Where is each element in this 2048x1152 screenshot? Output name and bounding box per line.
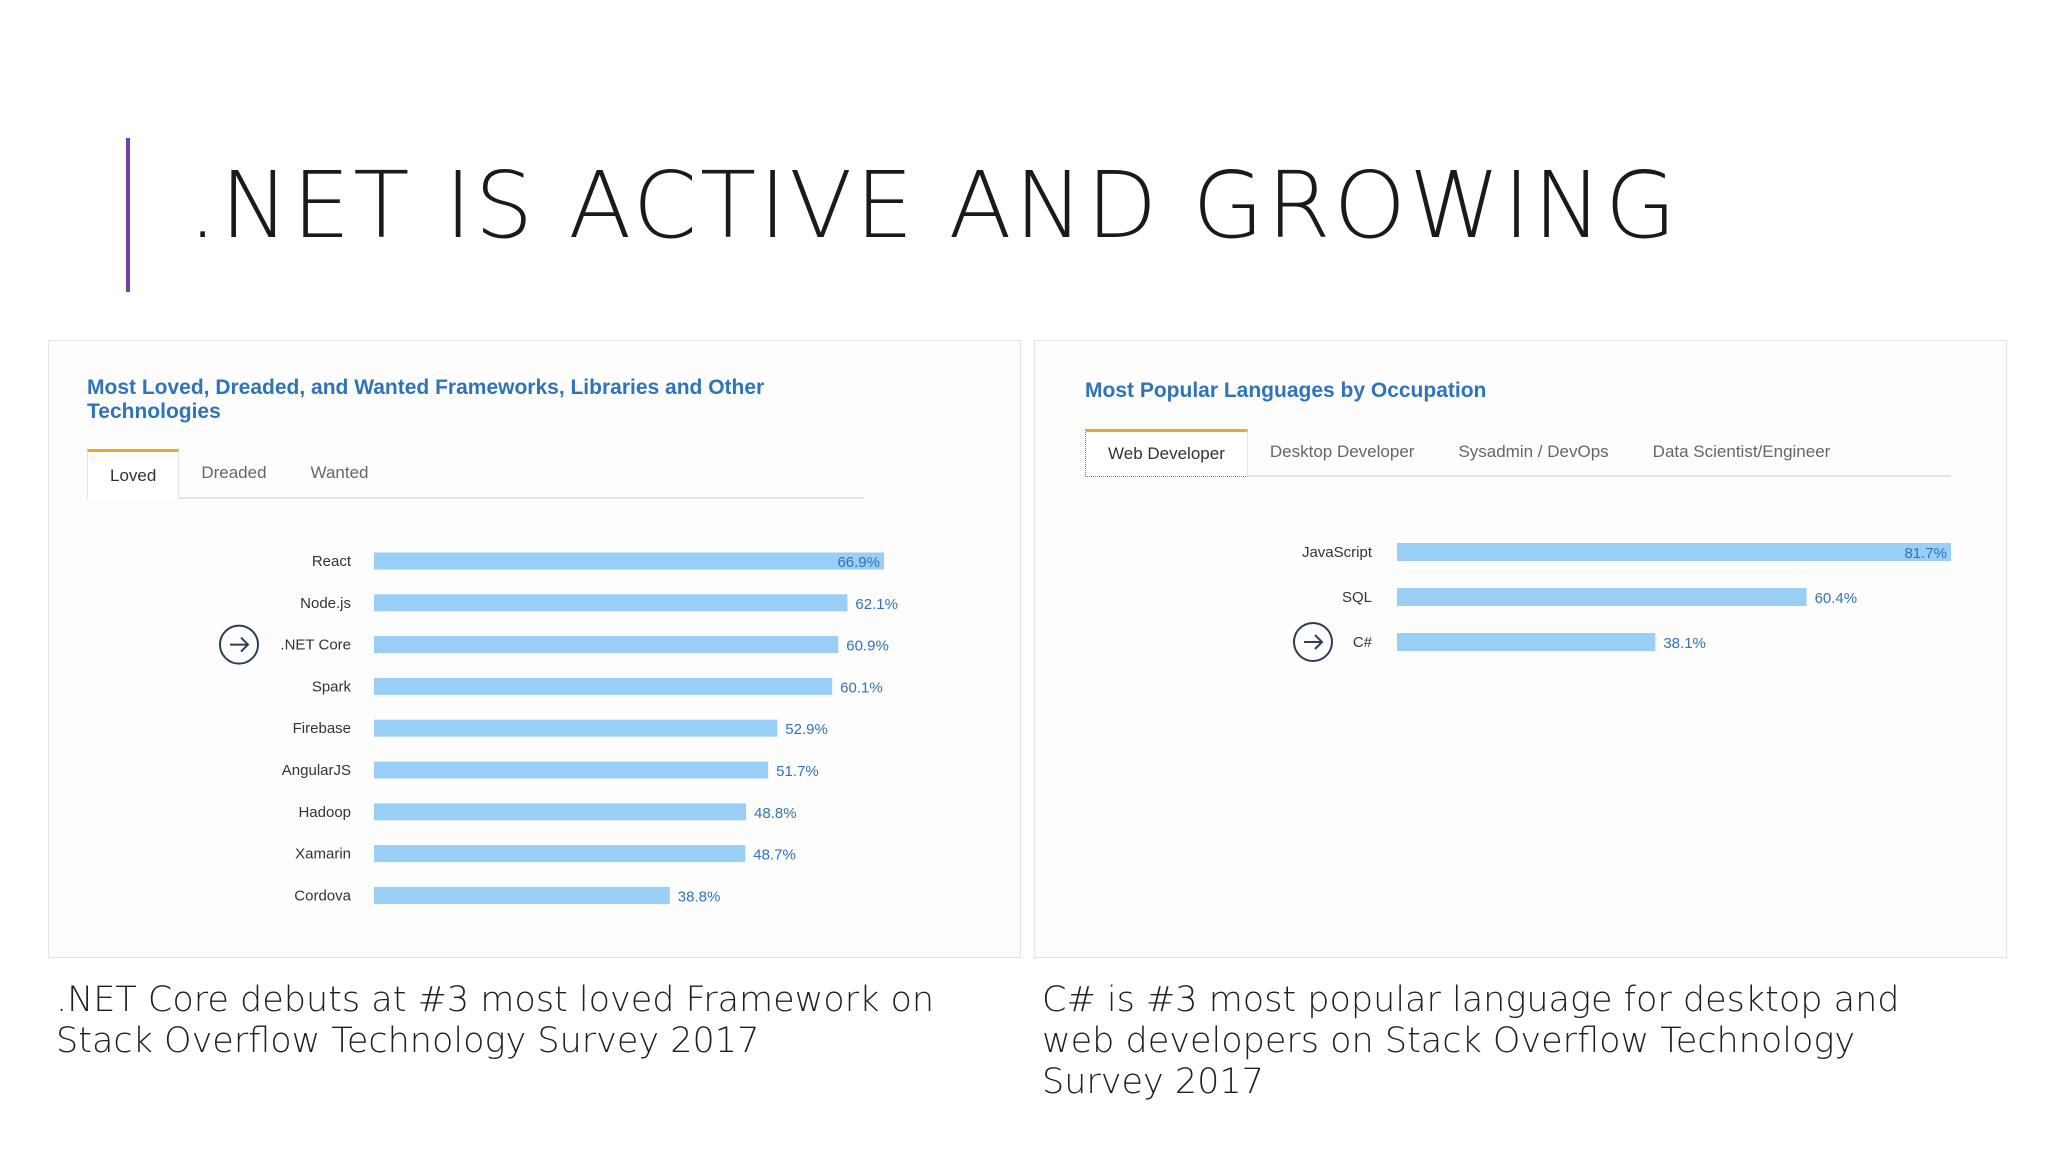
value-label-angularjs: 51.7% <box>776 763 819 780</box>
tab-desktop-developer[interactable]: Desktop Developer <box>1269 442 1415 461</box>
arrow-right-circle-icon <box>1293 622 1333 662</box>
bar-spark <box>374 677 833 695</box>
tab-sysadmin-devops[interactable]: Sysadmin / DevOps <box>1458 442 1609 461</box>
value-label-xamarin: 48.7% <box>753 847 796 864</box>
category-label-sql: SQL <box>1342 589 1372 606</box>
bar-sql <box>1397 588 1807 606</box>
value-label-sql: 60.4% <box>1815 590 1858 607</box>
bar-firebase <box>374 719 778 737</box>
tab-dreaded[interactable]: Dreaded <box>201 463 267 482</box>
category-label-angularjs: AngularJS <box>282 762 351 779</box>
category-label-hadoop: Hadoop <box>298 804 351 821</box>
loved-frameworks-bar-chart: React 66.9% Node.js 62.1% .NET Core 60.9% Spar… <box>219 552 898 905</box>
languages-by-occupation-title: Most Popular Languages by Occupation <box>1085 379 1487 402</box>
value-label-cordova: 38.8% <box>678 888 721 905</box>
category-label-javascript: JavaScript <box>1302 544 1373 561</box>
loved-frameworks-title: Most Loved, Dreaded, and Wanted Framewor… <box>87 376 765 423</box>
category-label-xamarin: Xamarin <box>295 846 351 863</box>
languages-bar-chart: JavaScript 81.7% SQL 60.4% C# 38.1% <box>1293 543 1951 662</box>
category-label-net-core: .NET Core <box>280 637 351 654</box>
bar-c <box>1397 633 1656 651</box>
value-label-net-core: 60.9% <box>846 638 889 655</box>
value-label-hadoop: 48.8% <box>754 805 797 822</box>
occupation-tabs: Web Developer Desktop Developer Sysadmin… <box>1085 429 1951 477</box>
loved-frameworks-panel: Most Loved, Dreaded, and Wanted Framewor… <box>48 340 1021 958</box>
category-label-node-js: Node.js <box>300 595 351 612</box>
left-caption: .NET Core debuts at #3 most loved Framew… <box>56 980 935 1061</box>
category-label-spark: Spark <box>312 678 352 695</box>
bar-angularjs <box>374 761 769 779</box>
title-accent-bar <box>126 138 130 292</box>
slide-title: .NET IS ACTIVE AND GROWING <box>188 152 1680 259</box>
bar-hadoop <box>374 803 747 821</box>
tab-loved[interactable]: Loved <box>87 449 180 499</box>
value-label-javascript: 81.7% <box>1904 545 1947 562</box>
loved-frameworks-tabs: Loved Dreaded Wanted <box>87 449 864 499</box>
bar-xamarin <box>374 845 746 863</box>
bar-node-js <box>374 594 848 612</box>
category-label-c: C# <box>1353 634 1373 651</box>
value-label-c: 38.1% <box>1663 635 1706 652</box>
value-label-spark: 60.1% <box>840 679 883 696</box>
category-label-react: React <box>312 553 352 570</box>
value-label-node-js: 62.1% <box>855 596 898 613</box>
bar-javascript <box>1397 543 1951 561</box>
tab-wanted[interactable]: Wanted <box>310 463 369 482</box>
value-label-react: 66.9% <box>837 554 880 571</box>
bar-react <box>374 552 884 570</box>
value-label-firebase: 52.9% <box>785 721 828 738</box>
category-label-cordova: Cordova <box>294 887 351 904</box>
languages-by-occupation-panel: Most Popular Languages by Occupation Web… <box>1034 340 2007 958</box>
right-caption: C# is #3 most popular language for deskt… <box>1042 980 1900 1102</box>
category-label-firebase: Firebase <box>293 720 351 737</box>
arrow-right-circle-icon <box>219 624 259 665</box>
bar-cordova <box>374 886 670 904</box>
bar-net-core <box>374 636 839 654</box>
tab-web-developer[interactable]: Web Developer <box>1085 429 1248 477</box>
tab-data-scientist-engineer[interactable]: Data Scientist/Engineer <box>1652 442 1831 461</box>
